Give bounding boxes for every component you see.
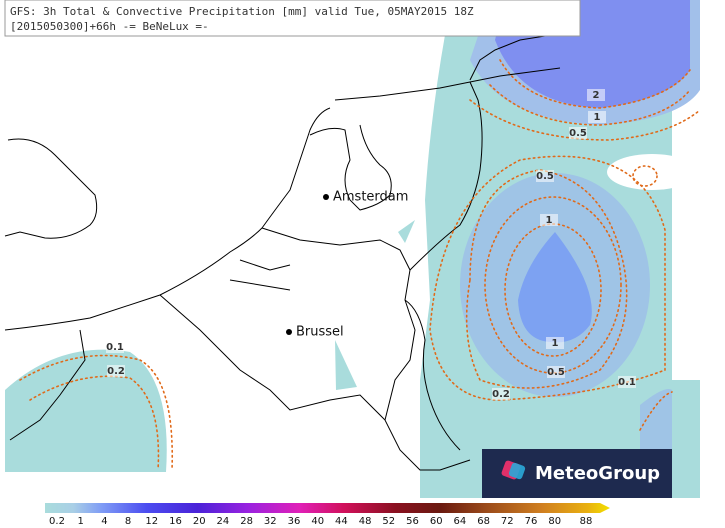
contour-label: 0.5 [547, 367, 565, 378]
legend-tick-label: 12 [145, 516, 158, 527]
contour-label-bg [569, 127, 587, 139]
city-dot [323, 194, 329, 200]
coastlines [4, 29, 581, 471]
legend-tick-label: 64 [454, 516, 467, 527]
city-label: Brussel [296, 325, 344, 340]
legend-tick-label: 1 [78, 516, 84, 527]
legend-bar [45, 503, 610, 513]
legend-tick-label: 72 [501, 516, 514, 527]
contour-label-bg [587, 89, 605, 101]
contour-label: 0.2 [107, 366, 125, 377]
legend-tick-label: 60 [430, 516, 443, 527]
contour-labels: 2 1 0.5 0.5 1 1 0.5 0.1 0.2 0.1 0.2 [106, 89, 636, 400]
contour-label-bg [618, 376, 636, 388]
legend-tick-label: 0.2 [49, 516, 65, 527]
legend-tick-label: 76 [525, 516, 538, 527]
legend-tick-label: 48 [359, 516, 372, 527]
legend-tick-label: 56 [406, 516, 419, 527]
legend-tick-label: 36 [288, 516, 301, 527]
legend-tick-label: 8 [125, 516, 131, 527]
legend-tick-label: 28 [240, 516, 253, 527]
header-line: GFS: 3h Total & Convective Precipitation… [10, 5, 474, 18]
legend-tick-label: 88 [580, 516, 593, 527]
legend-tick-label: 80 [548, 516, 561, 527]
contour-label-bg [492, 388, 510, 400]
legend-ticks: 0.2 1 4 8 12 16 20 24 28 32 36 40 44 48 52 56 60 64 68 72 76… [49, 516, 592, 527]
legend-tick-label: 40 [311, 516, 324, 527]
contour-label: 0.1 [106, 342, 124, 353]
legend-tick-label: 4 [101, 516, 107, 527]
contour-label: 2 [593, 90, 600, 101]
contour-lines [19, 59, 701, 471]
contour-label-bg [588, 111, 606, 123]
contour-label-bg [107, 365, 125, 377]
contour-label-bg [546, 337, 564, 349]
legend-tick-label: 24 [217, 516, 230, 527]
contour-label: 0.5 [569, 128, 587, 139]
city-dot [286, 329, 292, 335]
precipitation-areas [5, 0, 700, 498]
contour-label: 0.1 [618, 377, 636, 388]
legend-tick-label: 16 [169, 516, 182, 527]
legend-tick-label: 20 [193, 516, 206, 527]
contour-label-bg [540, 214, 558, 226]
contour-label-bg [106, 341, 124, 353]
contour-label-bg [536, 170, 554, 182]
contour-label: 0.5 [536, 171, 554, 182]
contour-label: 0.2 [492, 389, 510, 400]
legend-tick-label: 32 [264, 516, 277, 527]
contour-label: 1 [552, 338, 559, 349]
contour-label: 1 [594, 112, 601, 123]
legend-tick-label: 44 [335, 516, 348, 527]
contour-label: 1 [546, 215, 553, 226]
legend-tick-label: 52 [382, 516, 395, 527]
header-line: [2015050300]+66h -= BeNeLux =- [10, 20, 209, 33]
legend-tick-label: 68 [477, 516, 490, 527]
contour-label-bg [547, 366, 565, 378]
header-box [4, 0, 581, 37]
logo-icon [501, 460, 526, 480]
city-label: Amsterdam [333, 190, 408, 205]
logo-text: MeteoGroup [535, 463, 660, 484]
